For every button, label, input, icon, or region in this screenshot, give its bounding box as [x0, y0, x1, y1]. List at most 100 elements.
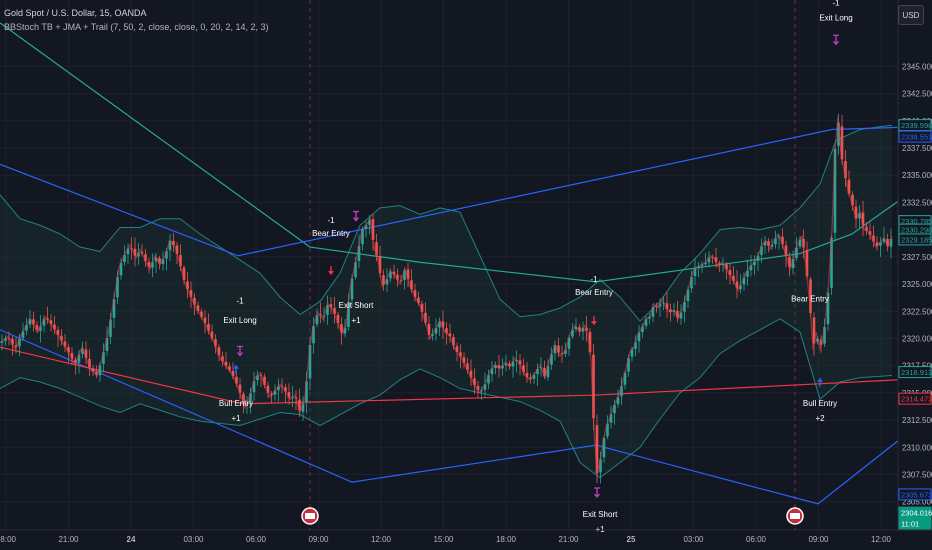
candle-body: [686, 289, 690, 302]
candle-body: [53, 324, 56, 330]
candle-body: [172, 240, 175, 246]
event-flag-stripe: [305, 513, 315, 519]
candle-body: [487, 375, 490, 384]
candle-body: [105, 338, 109, 351]
candle-body: [588, 331, 592, 353]
candle-body: [413, 290, 417, 298]
candle-body: [21, 331, 25, 339]
currency-button[interactable]: USD: [898, 5, 924, 25]
annotation-label: Bear Entry: [791, 294, 829, 303]
candle-body: [620, 385, 623, 397]
candle-body: [840, 126, 844, 160]
candle-body: [697, 266, 700, 269]
candle-body: [368, 219, 371, 225]
candle-body: [763, 241, 767, 246]
candle-body: [249, 393, 252, 403]
candle-body: [154, 257, 158, 262]
exit-marker-icon: [594, 487, 600, 499]
candle-body: [126, 248, 130, 255]
candle-body: [522, 365, 525, 373]
candle-body: [340, 324, 343, 333]
candle-body: [707, 257, 711, 263]
candle-body: [326, 305, 329, 315]
candle-body: [504, 363, 508, 366]
candle-body: [648, 316, 651, 319]
candle-body: [574, 326, 578, 330]
candle-body: [109, 319, 112, 337]
candle-body: [476, 385, 480, 391]
candle-body: [158, 258, 161, 264]
candle-body: [714, 257, 718, 263]
price-tag-label: 2305.673: [901, 490, 932, 499]
candle-body: [273, 390, 277, 395]
candle-body: [490, 368, 494, 375]
chart-legend: Gold Spot / U.S. Dollar, 15, OANDA BBSto…: [4, 6, 268, 34]
y-tick-label: 2335.000: [902, 171, 932, 180]
candle-body: [406, 269, 410, 280]
candle-body: [81, 348, 84, 354]
annotation-label: Exit Long: [819, 14, 852, 23]
candles: [0, 113, 893, 484]
candle-body: [536, 368, 539, 375]
bollinger-bands: [0, 124, 893, 479]
candle-body: [49, 320, 53, 325]
candle-body: [445, 328, 448, 334]
annotation-label: Exit Long: [223, 316, 256, 325]
annotation-label: +2: [815, 414, 825, 423]
candle-body: [196, 305, 200, 312]
candle-body: [312, 325, 315, 344]
candle-body: [102, 352, 105, 364]
candle-body: [592, 354, 595, 419]
candle-body: [252, 381, 256, 393]
candle-body: [508, 363, 511, 367]
price-tag-label: 2330.785: [901, 217, 932, 226]
up-arrow-icon: [233, 364, 239, 369]
y-tick-label: 2342.500: [902, 90, 932, 99]
candle-body: [371, 219, 375, 240]
candle-body: [532, 374, 536, 379]
candle-body: [858, 213, 861, 219]
candle-body: [795, 247, 798, 259]
candle-body: [427, 323, 431, 335]
price-tag-label: 2330.298: [901, 226, 932, 235]
candle-body: [277, 386, 280, 391]
candle-body: [256, 375, 259, 381]
candle-body: [11, 338, 14, 345]
annotation-label: Bull Entry: [803, 399, 837, 408]
x-tick-label: 25: [627, 535, 636, 544]
candle-body: [95, 372, 98, 375]
candle-body: [823, 327, 826, 344]
candle-body: [375, 242, 378, 256]
candle-body: [651, 306, 655, 317]
annotation-label: -1: [832, 0, 840, 7]
candle-body: [25, 325, 28, 331]
candle-body: [147, 261, 151, 268]
candle-body: [74, 359, 77, 364]
candle-body: [133, 248, 137, 256]
candle-body: [364, 225, 368, 229]
candle-body: [788, 256, 791, 268]
candle-body: [305, 381, 308, 403]
candle-body: [511, 361, 515, 367]
x-tick-label: 06:00: [746, 535, 767, 544]
candle-body: [606, 423, 609, 437]
bollinger-upper: [0, 124, 893, 322]
y-tick-label: 2327.500: [902, 253, 932, 262]
candle-body: [693, 268, 697, 276]
candle-body: [151, 262, 154, 268]
candle-body: [616, 397, 620, 405]
candle-body: [137, 252, 140, 257]
x-tick-label: 15:00: [433, 535, 454, 544]
candle-body: [627, 358, 630, 372]
candle-body: [18, 338, 21, 347]
candle-body: [739, 285, 742, 290]
jma-line: [0, 116, 893, 474]
candle-body: [378, 256, 382, 274]
candle-body: [634, 342, 637, 350]
annotation-label: +1: [351, 316, 361, 325]
candle-body: [56, 329, 60, 336]
y-tick-label: 2305.000: [902, 498, 932, 507]
x-tick-label: 12:00: [371, 535, 392, 544]
candle-body: [683, 302, 686, 312]
